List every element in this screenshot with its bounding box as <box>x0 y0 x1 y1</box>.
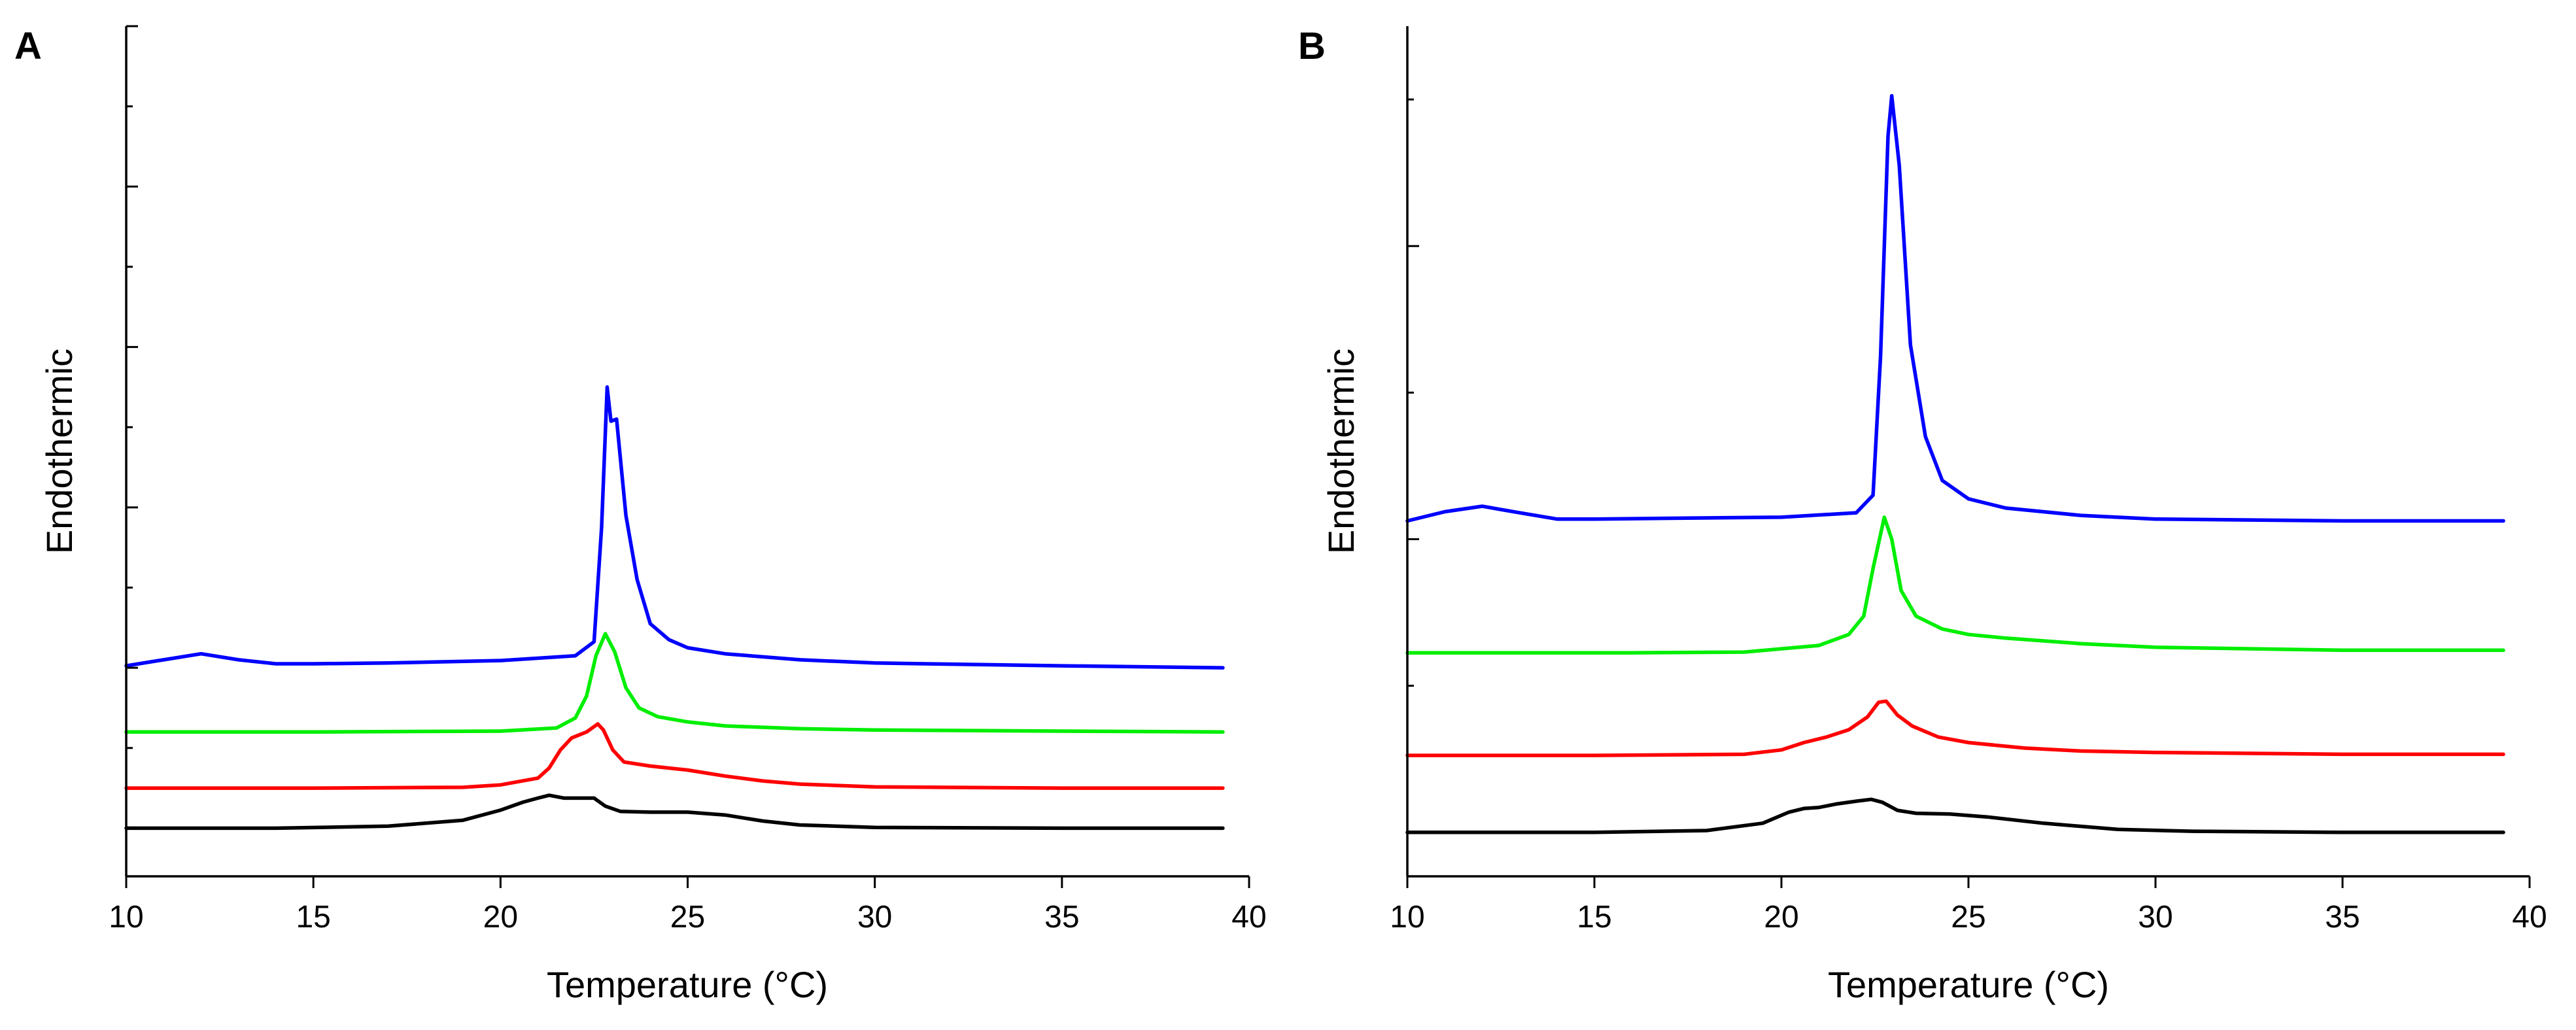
x-axis-title-b: Temperature (°C) <box>1828 964 2109 1005</box>
x-tick-label-a: 20 <box>483 900 518 935</box>
x-axis-title-a: Temperature (°C) <box>547 964 828 1005</box>
x-tick-label-b: 35 <box>2325 900 2360 935</box>
x-tick-label-a: 15 <box>296 900 330 935</box>
x-tick-label-b: 10 <box>1390 900 1424 935</box>
x-tick-label-a: 35 <box>1044 900 1079 935</box>
x-tick-label-a: 40 <box>1231 900 1266 935</box>
x-tick-label-b: 30 <box>2138 900 2172 935</box>
x-ticks-b: 10 15 20 25 30 35 40 <box>1390 876 2547 935</box>
series-group-a <box>124 385 1225 831</box>
y-ticks-b <box>1407 98 1419 834</box>
series-line-blue-b <box>1405 94 2505 523</box>
series-line-black-b <box>1405 797 2505 834</box>
chart-panel-a: A 10 15 20 25 30 35 40 Temperature (°C) Endoth… <box>14 25 1267 1005</box>
x-tick-label-b: 20 <box>1764 900 1798 935</box>
panel-label-b: B <box>1298 25 1326 67</box>
series-line-red-b <box>1405 699 2505 757</box>
y-axis-title-b: Endothermic <box>1320 349 1362 554</box>
series-group-b <box>1405 94 2505 834</box>
y-axis-title-a: Endothermic <box>39 349 80 554</box>
chart-panel-b: B 10 15 20 25 30 35 40 Temperature (°C) Endoth… <box>1298 25 2547 1005</box>
panel-label-a: A <box>14 25 42 67</box>
series-line-green-b <box>1405 515 2505 655</box>
x-tick-label-b: 15 <box>1577 900 1611 935</box>
series-line-red-a <box>124 722 1225 790</box>
series-line-blue-a <box>124 385 1225 670</box>
x-ticks-a: 10 15 20 25 30 35 40 <box>109 876 1267 935</box>
x-tick-label-b: 25 <box>1951 900 1985 935</box>
x-tick-label-a: 10 <box>109 900 143 935</box>
y-ticks-a <box>126 25 138 829</box>
series-line-black-a <box>124 793 1225 831</box>
x-tick-label-a: 30 <box>857 900 892 935</box>
x-tick-label-b: 40 <box>2512 900 2547 935</box>
x-tick-label-a: 25 <box>670 900 705 935</box>
series-line-green-a <box>124 632 1225 734</box>
